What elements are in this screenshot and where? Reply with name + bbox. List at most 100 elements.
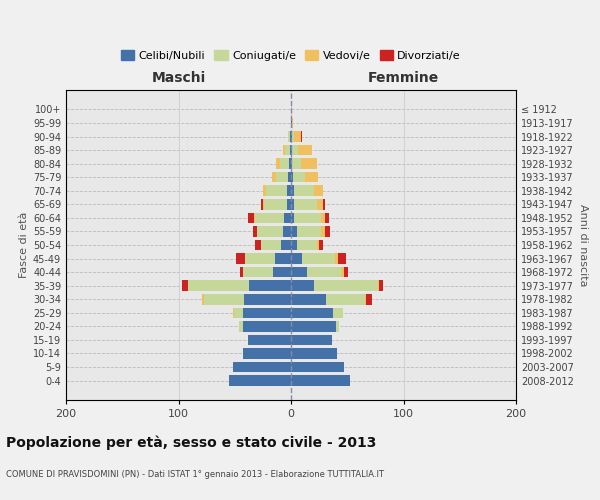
Bar xyxy=(239,321,242,332)
Text: Femmine: Femmine xyxy=(368,71,439,85)
Bar xyxy=(365,294,367,304)
Bar xyxy=(305,172,318,182)
Bar xyxy=(335,254,338,264)
Bar xyxy=(301,131,302,142)
Bar xyxy=(233,362,291,372)
Bar xyxy=(325,226,331,236)
Bar xyxy=(291,294,326,304)
Bar xyxy=(291,334,331,345)
Bar xyxy=(283,145,286,156)
Bar xyxy=(250,280,291,291)
Bar xyxy=(314,280,377,291)
Bar xyxy=(260,240,281,250)
Bar xyxy=(292,131,295,142)
Bar xyxy=(341,267,344,278)
Bar xyxy=(336,321,340,332)
Bar xyxy=(202,294,205,304)
Bar xyxy=(291,348,337,359)
Bar xyxy=(291,267,307,278)
Bar xyxy=(291,131,292,142)
Bar xyxy=(287,199,291,209)
Y-axis label: Anni di nascita: Anni di nascita xyxy=(578,204,587,286)
Bar xyxy=(272,172,277,182)
Bar xyxy=(291,308,332,318)
Bar xyxy=(254,212,255,223)
Y-axis label: Fasce di età: Fasce di età xyxy=(19,212,29,278)
Bar xyxy=(314,186,323,196)
Bar xyxy=(253,226,257,236)
Bar xyxy=(317,240,319,250)
Bar xyxy=(248,334,291,345)
Bar xyxy=(291,280,314,291)
Bar xyxy=(257,226,283,236)
Bar xyxy=(205,294,244,304)
Text: Maschi: Maschi xyxy=(151,71,206,85)
Legend: Celibi/Nubili, Coniugati/e, Vedovi/e, Divorziati/e: Celibi/Nubili, Coniugati/e, Vedovi/e, Di… xyxy=(116,46,466,66)
Bar xyxy=(298,145,313,156)
Bar xyxy=(296,226,322,236)
Bar xyxy=(233,308,242,318)
Bar xyxy=(291,321,336,332)
Bar xyxy=(291,172,293,182)
Bar xyxy=(242,348,291,359)
Bar xyxy=(291,226,296,236)
Bar xyxy=(292,145,298,156)
Bar xyxy=(242,267,273,278)
Bar xyxy=(255,240,260,250)
Bar xyxy=(344,267,349,278)
Bar xyxy=(229,376,291,386)
Bar xyxy=(291,118,292,128)
Bar xyxy=(281,240,291,250)
Bar xyxy=(273,267,291,278)
Bar xyxy=(260,199,263,209)
Bar xyxy=(379,280,383,291)
Bar xyxy=(248,212,254,223)
Bar xyxy=(291,212,295,223)
Bar xyxy=(301,158,317,169)
Bar xyxy=(291,145,292,156)
Bar xyxy=(295,212,322,223)
Bar xyxy=(291,376,349,386)
Bar xyxy=(292,158,301,169)
Bar xyxy=(293,172,305,182)
Bar xyxy=(322,212,325,223)
Bar xyxy=(290,145,291,156)
Bar xyxy=(332,308,343,318)
Bar xyxy=(263,186,266,196)
Bar xyxy=(291,186,295,196)
Bar xyxy=(242,308,291,318)
Bar xyxy=(367,294,372,304)
Bar xyxy=(325,212,329,223)
Bar xyxy=(245,254,275,264)
Bar xyxy=(290,131,291,142)
Bar xyxy=(295,199,317,209)
Bar xyxy=(241,267,242,278)
Bar xyxy=(283,226,291,236)
Text: COMUNE DI PRAVISDOMINI (PN) - Dati ISTAT 1° gennaio 2013 - Elaborazione TUTTITAL: COMUNE DI PRAVISDOMINI (PN) - Dati ISTAT… xyxy=(6,470,384,479)
Bar xyxy=(307,267,341,278)
Bar xyxy=(291,240,296,250)
Bar xyxy=(287,131,290,142)
Bar xyxy=(277,172,287,182)
Bar xyxy=(187,280,250,291)
Bar xyxy=(280,158,289,169)
Bar xyxy=(289,158,291,169)
Bar xyxy=(322,226,325,236)
Bar xyxy=(295,131,301,142)
Bar xyxy=(338,254,346,264)
Bar xyxy=(291,254,302,264)
Bar xyxy=(264,199,287,209)
Bar xyxy=(302,254,335,264)
Bar xyxy=(295,186,314,196)
Text: Popolazione per età, sesso e stato civile - 2013: Popolazione per età, sesso e stato civil… xyxy=(6,435,376,450)
Bar xyxy=(296,240,317,250)
Bar xyxy=(291,158,292,169)
Bar xyxy=(236,254,245,264)
Bar xyxy=(377,280,379,291)
Bar xyxy=(287,186,291,196)
Bar xyxy=(284,212,291,223)
Bar xyxy=(326,294,365,304)
Bar xyxy=(244,294,291,304)
Bar xyxy=(266,186,287,196)
Bar xyxy=(263,199,264,209)
